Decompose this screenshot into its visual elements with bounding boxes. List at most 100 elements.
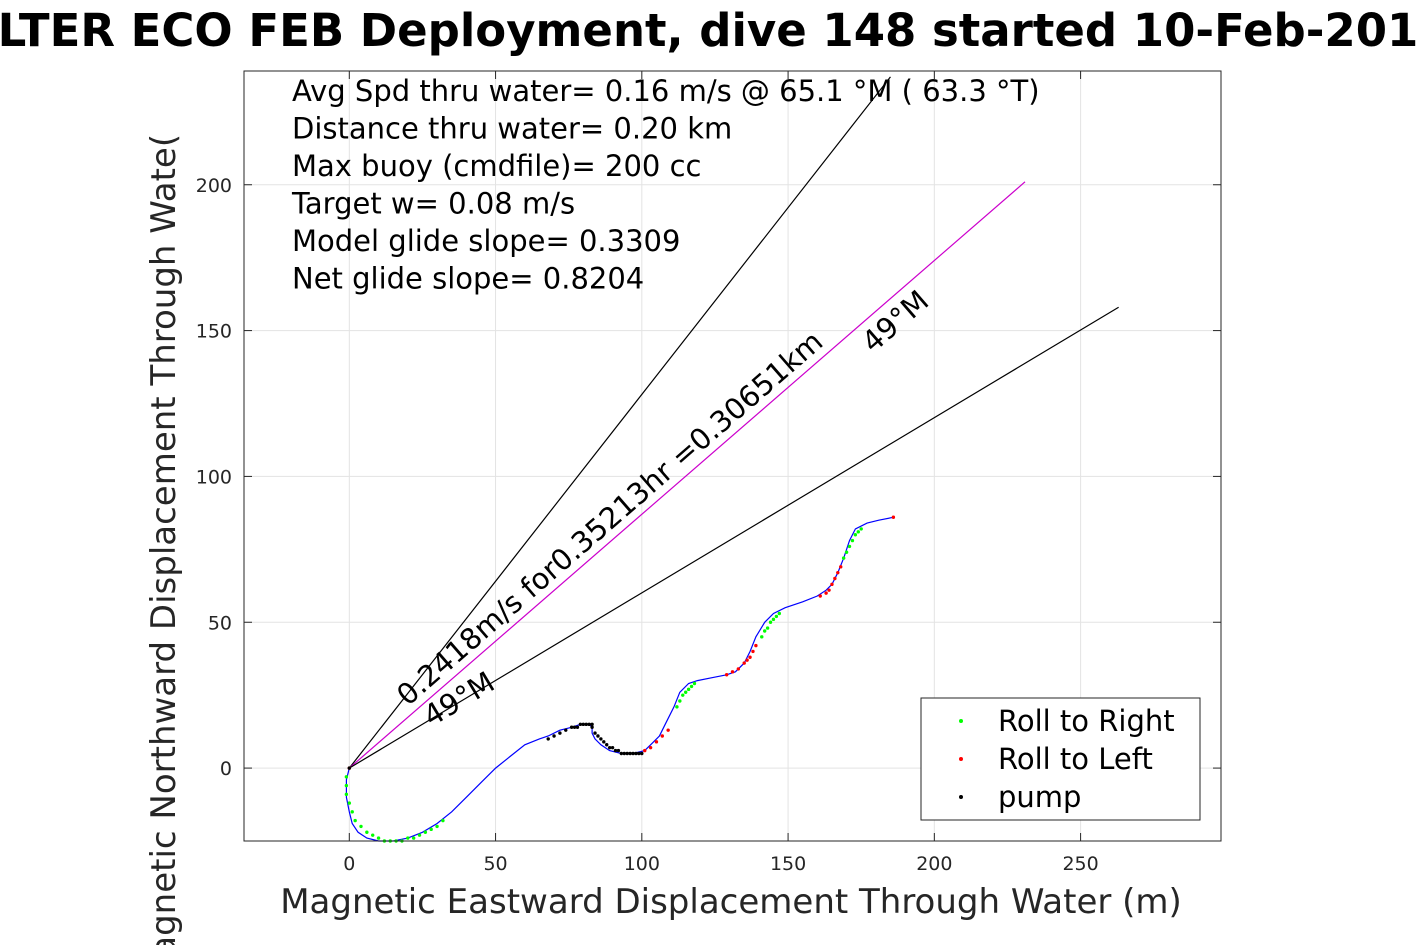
data-point — [891, 515, 896, 519]
data-point — [765, 626, 770, 630]
data-point — [847, 544, 852, 549]
data-point — [827, 588, 831, 592]
annotation-block: Avg Spd thru water= 0.16 m/s @ 65.1 °M (… — [291, 74, 1040, 296]
data-point — [613, 748, 618, 753]
grid — [244, 71, 1221, 841]
data-point — [836, 570, 840, 575]
data-point — [628, 751, 632, 756]
x-tick-label: 100 — [624, 853, 660, 875]
data-point — [640, 751, 644, 756]
data-point — [376, 836, 381, 840]
data-point — [344, 775, 349, 779]
y-axis-label: Magnetic Northward Displacement Through … — [144, 134, 184, 945]
data-point — [596, 734, 600, 738]
legend-marker — [959, 757, 963, 761]
x-tick-label: 0 — [343, 853, 355, 875]
legend: Roll to Right Roll to Left pump — [920, 697, 1201, 821]
data-point — [760, 635, 764, 639]
reference-ray — [348, 181, 1026, 769]
data-point — [839, 565, 843, 569]
data-point — [575, 725, 580, 729]
data-point — [634, 751, 638, 756]
data-point — [777, 611, 782, 616]
y-tick-label: 100 — [196, 466, 232, 488]
data-point — [581, 722, 586, 727]
data-point — [344, 783, 349, 788]
reference-ray — [348, 76, 891, 769]
x-axis-label: Magnetic Eastward Displacement Through W… — [280, 882, 1182, 922]
annotation-line: Model glide slope= 0.3309 — [292, 224, 680, 258]
data-point — [602, 740, 606, 744]
data-point — [435, 824, 439, 829]
legend-box — [920, 697, 1201, 821]
axis-ticks: 0 50 100 150 200 250 0 50 100 150 200 — [196, 71, 1221, 875]
annotation-line: Target w= 0.08 m/s — [291, 187, 575, 221]
data-point — [429, 827, 433, 832]
data-point — [824, 591, 828, 595]
data-point — [678, 699, 682, 703]
data-point — [569, 725, 574, 729]
legend-label: Roll to Left — [998, 742, 1153, 776]
data-point — [754, 643, 758, 648]
data-point — [689, 684, 694, 689]
y-tick-label: 150 — [196, 321, 232, 343]
data-point — [692, 681, 697, 686]
data-point — [564, 728, 568, 732]
data-point — [844, 550, 849, 554]
data-point — [681, 693, 685, 697]
data-point — [411, 836, 416, 840]
data-point — [359, 824, 363, 829]
data-point — [660, 734, 664, 738]
data-point — [610, 745, 615, 750]
data-point — [643, 748, 647, 753]
data-point — [654, 740, 659, 744]
data-point — [546, 737, 550, 741]
data-point — [344, 792, 349, 797]
data-point — [830, 582, 834, 587]
data-point — [730, 670, 735, 674]
data-point — [347, 766, 352, 770]
data-point — [590, 722, 594, 727]
annotation-line: Distance thru water= 0.20 km — [292, 112, 732, 146]
data-point — [683, 690, 688, 694]
data-point — [558, 731, 562, 735]
track-points — [344, 515, 896, 843]
data-point — [350, 810, 354, 814]
x-tick-label: 50 — [483, 853, 507, 875]
data-point — [768, 620, 773, 624]
data-point — [833, 576, 837, 581]
data-point — [856, 530, 860, 534]
data-point — [590, 725, 594, 729]
data-point — [406, 836, 410, 840]
y-tick-label: 0 — [220, 758, 232, 780]
data-point — [619, 751, 624, 756]
data-point — [850, 538, 855, 543]
data-point — [599, 737, 603, 741]
data-point — [607, 745, 612, 750]
legend-marker — [959, 719, 963, 723]
data-point — [365, 830, 369, 834]
data-point — [637, 751, 641, 756]
data-point — [841, 556, 846, 560]
data-point — [748, 655, 752, 659]
legend-label: Roll to Right — [998, 704, 1175, 738]
data-point — [625, 751, 629, 756]
chart-title: LTER ECO FEB Deployment, dive 148 starte… — [0, 4, 1417, 57]
annotation-line: Net glide slope= 0.8204 — [292, 262, 644, 296]
data-point — [859, 527, 863, 531]
annotation-line: Avg Spd thru water= 0.16 m/s @ 65.1 °M (… — [292, 74, 1040, 108]
x-tick-label: 250 — [1062, 853, 1098, 875]
data-point — [587, 722, 591, 727]
reference-ray — [348, 306, 1119, 769]
annotation-line: Max buoy (cmdfile)= 200 cc — [292, 149, 701, 183]
legend-marker — [959, 795, 963, 799]
data-point — [742, 661, 746, 665]
data-point — [666, 728, 670, 732]
legend-label: pump — [998, 780, 1081, 814]
data-point — [353, 818, 357, 823]
data-point — [371, 833, 375, 837]
data-point — [762, 629, 767, 633]
reference-rays — [348, 76, 1119, 769]
x-tick-label: 150 — [770, 853, 806, 875]
